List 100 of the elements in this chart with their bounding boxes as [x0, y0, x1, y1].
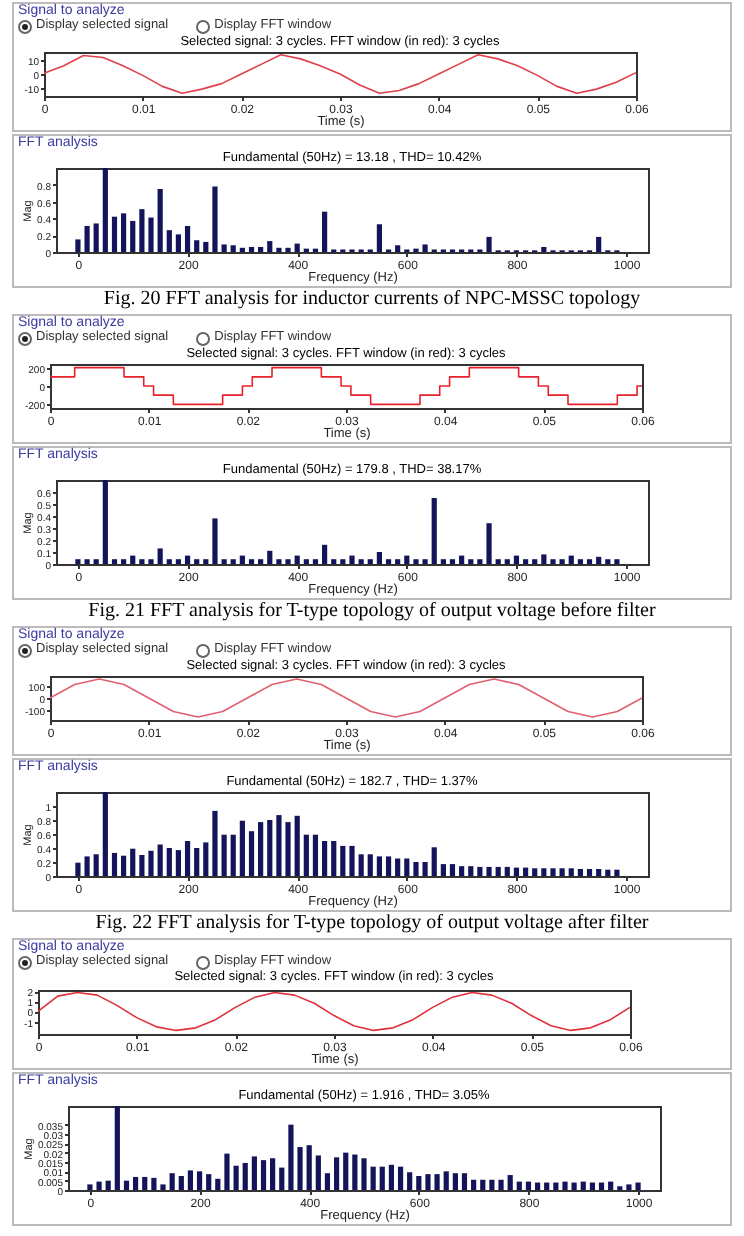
bar — [523, 867, 529, 876]
bar — [349, 845, 355, 876]
bar — [596, 556, 602, 564]
bar — [157, 548, 163, 564]
bar — [532, 868, 538, 876]
bar — [586, 869, 593, 876]
bar — [397, 1166, 404, 1190]
bar — [175, 850, 181, 876]
bar — [203, 842, 209, 876]
bar — [559, 868, 565, 876]
bar — [206, 1174, 212, 1190]
bar — [215, 1178, 221, 1190]
bar — [221, 834, 227, 876]
bar — [340, 845, 346, 876]
bar — [525, 1181, 532, 1190]
bar — [535, 1182, 541, 1190]
bar — [315, 1155, 321, 1190]
bar — [513, 555, 520, 564]
bar — [333, 1157, 340, 1190]
bar — [187, 1170, 193, 1190]
bar — [184, 555, 191, 564]
bar — [361, 1158, 367, 1190]
bar — [212, 810, 218, 876]
bar — [516, 1181, 522, 1190]
bar — [248, 831, 255, 876]
bar — [267, 550, 273, 564]
bar — [221, 244, 227, 252]
bar — [553, 1182, 559, 1190]
bar — [407, 1172, 413, 1190]
bar — [461, 1173, 468, 1190]
bar — [93, 223, 99, 252]
bar — [120, 213, 127, 252]
bar — [166, 848, 172, 876]
bar — [486, 236, 492, 252]
bar — [388, 1164, 395, 1190]
bar — [577, 869, 584, 876]
bar — [459, 866, 465, 876]
bar — [404, 555, 410, 564]
bar — [160, 1184, 166, 1190]
bar — [270, 1158, 276, 1190]
bar — [379, 1166, 385, 1190]
bar — [151, 1177, 157, 1190]
bar — [431, 498, 437, 564]
bar — [477, 866, 483, 876]
bar — [376, 224, 383, 252]
bar — [239, 555, 245, 564]
bar — [111, 216, 118, 252]
bar — [233, 1165, 239, 1190]
bar — [196, 1171, 203, 1190]
bar — [513, 867, 520, 876]
bar — [303, 834, 309, 876]
bar — [489, 1179, 495, 1190]
bar — [367, 854, 373, 876]
bar — [157, 844, 163, 876]
bar — [212, 518, 218, 564]
bar — [605, 869, 611, 876]
bar — [306, 1145, 312, 1190]
bar — [385, 856, 392, 876]
bar — [416, 1176, 422, 1190]
bar — [148, 850, 154, 876]
bar — [544, 1182, 550, 1190]
bar — [550, 868, 556, 876]
bar — [596, 236, 602, 252]
caption: Fig. 22 FFT analysis for T-type topology of output voltage after filter — [93, 912, 651, 936]
bar — [242, 1162, 248, 1190]
bar — [194, 240, 200, 252]
bar — [203, 241, 209, 252]
bar — [504, 866, 510, 876]
bar — [571, 1182, 577, 1190]
bar — [321, 841, 328, 876]
bar — [111, 852, 118, 876]
bar — [212, 186, 218, 252]
bar — [105, 1180, 111, 1190]
bar — [102, 792, 108, 876]
bar — [169, 1173, 175, 1190]
bar — [596, 869, 602, 876]
bar — [130, 220, 136, 252]
bar — [294, 555, 300, 564]
bar — [194, 848, 200, 876]
line-series — [43, 53, 637, 95]
line-series — [49, 678, 643, 718]
bar — [184, 225, 191, 252]
bar — [139, 855, 145, 876]
bar — [258, 246, 264, 252]
caption: Fig. 20 FFT analysis for inductor currents of NPC-MSSC topology — [101, 288, 643, 312]
bar — [184, 841, 191, 876]
bar — [267, 241, 273, 252]
bar — [370, 1166, 376, 1190]
bar — [93, 854, 99, 876]
bar — [431, 847, 437, 876]
bar — [114, 1106, 120, 1190]
bar — [480, 1179, 486, 1190]
bar — [175, 234, 181, 252]
bar — [358, 854, 364, 876]
bar — [507, 1175, 513, 1190]
bar — [443, 1171, 449, 1190]
bar — [471, 1179, 477, 1190]
bar — [230, 245, 236, 252]
bar — [498, 1179, 504, 1190]
bar — [395, 245, 401, 252]
